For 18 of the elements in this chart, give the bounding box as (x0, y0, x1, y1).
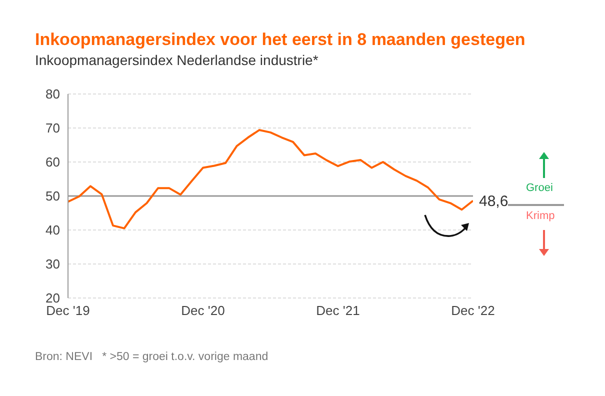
y-tick-label: 50 (46, 188, 60, 204)
text: Bron: NEVI * >50 = groei t.o.v. vorige maand (35, 351, 268, 363)
y-tick-label: 80 (46, 86, 60, 102)
x-tick-label: Dec '22 (451, 303, 495, 318)
chart-title: Inkoopmanagersindex voor het eerst in 8 maanden gestegen (35, 30, 526, 50)
x-tick-label: Dec '19 (46, 303, 90, 318)
y-tick-label: 70 (46, 120, 60, 136)
x-tick-label: Dec '20 (181, 303, 225, 318)
y-tick-label: 20 (46, 290, 60, 306)
line-series (68, 129, 473, 230)
x-tick-label: Dec '21 (316, 303, 360, 318)
y-tick-label: 60 (46, 154, 60, 170)
chart-subtitle: Inkoopmanagersindex Nederlandse industrie* (35, 52, 318, 68)
y-tick-label: 30 (46, 256, 60, 272)
annotation: 48,6 (479, 193, 508, 210)
text: Krimp (526, 210, 555, 222)
y-tick-label: 40 (46, 222, 60, 238)
text: Groei (526, 182, 553, 194)
